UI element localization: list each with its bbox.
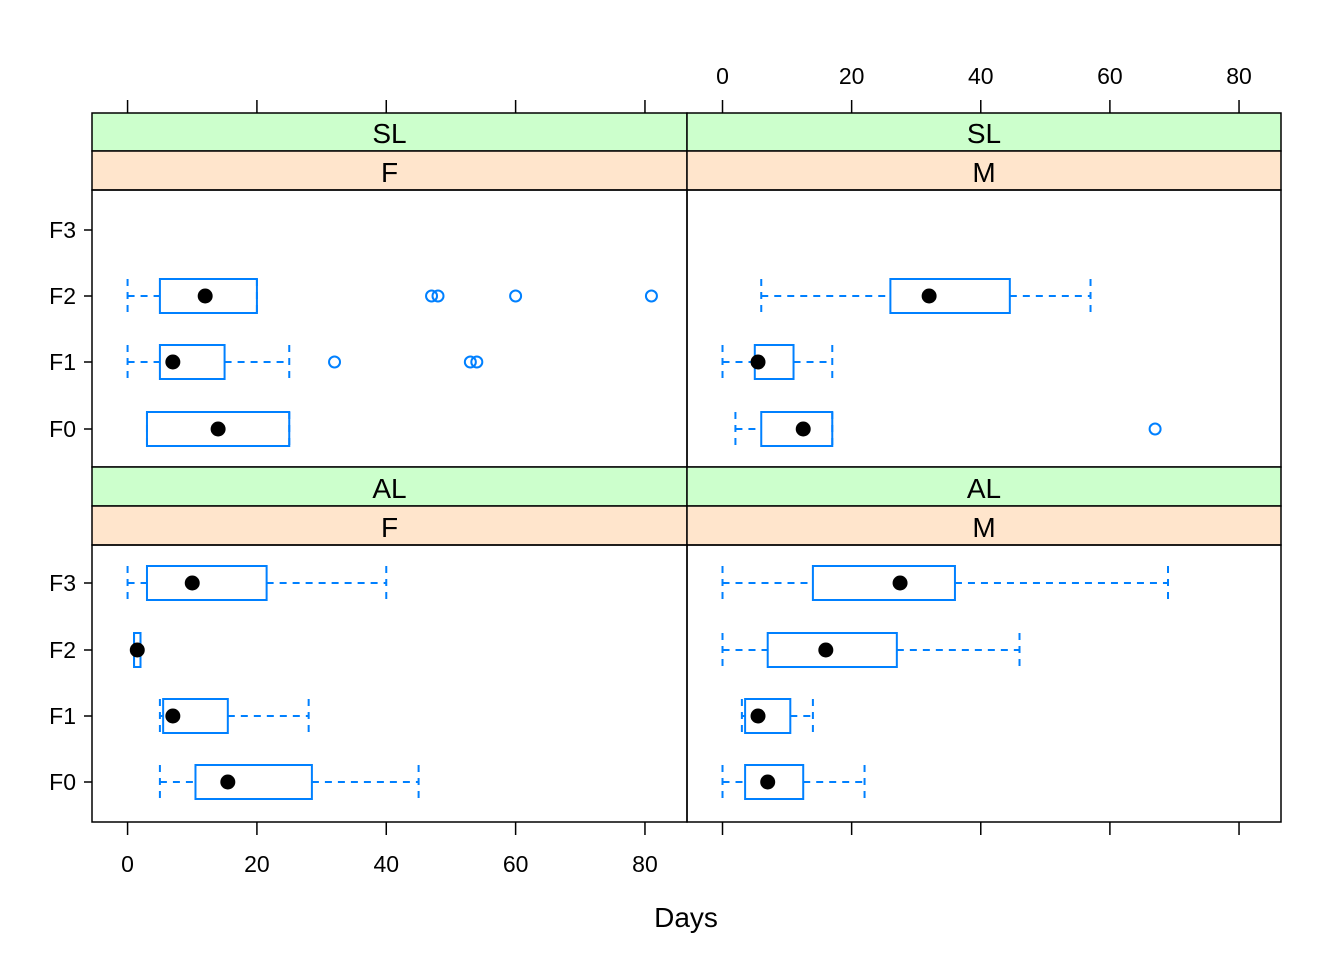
- y-tick-label: F2: [49, 283, 76, 309]
- box-F1: [126, 344, 484, 380]
- median-dot: [760, 774, 776, 790]
- y-tick-label: F1: [49, 349, 76, 375]
- x-tick-label-bottom: 0: [121, 851, 134, 877]
- median-dot: [210, 421, 226, 437]
- iqr-box: [145, 565, 268, 601]
- median-dot: [129, 642, 145, 658]
- median-dot: [220, 774, 236, 790]
- strip-inner-label: F: [381, 157, 398, 188]
- strip-outer-bg: [686, 466, 1282, 507]
- y-tick-label: F0: [49, 416, 76, 442]
- y-tick-label: F0: [49, 769, 76, 795]
- x-axis-title: Days: [654, 902, 718, 933]
- y-tick-label: F2: [49, 637, 76, 663]
- x-tick-label-top: 40: [968, 63, 994, 89]
- box-F1: [740, 698, 814, 734]
- iqr-box: [766, 632, 898, 668]
- panel-AL-M: AL M: [686, 466, 1282, 823]
- box-F0: [145, 411, 291, 447]
- outlier-point: [470, 355, 484, 369]
- panel-frame: [686, 189, 1282, 468]
- strip-outer-label: AL: [372, 473, 406, 504]
- iqr-box: [811, 565, 956, 601]
- strip-outer-label: AL: [967, 473, 1001, 504]
- box-F1: [721, 344, 834, 380]
- median-dot: [197, 288, 213, 304]
- box-F2: [126, 278, 658, 314]
- strip-inner-bg: [686, 150, 1282, 191]
- iqr-box: [744, 698, 792, 734]
- strip-inner-bg: [91, 150, 688, 191]
- box-F3: [126, 565, 388, 601]
- box-F2: [760, 278, 1092, 314]
- median-dot: [750, 354, 766, 370]
- iqr-box: [744, 764, 805, 800]
- iqr-box: [760, 411, 834, 447]
- box-F0: [158, 764, 420, 800]
- iqr-box: [889, 278, 1011, 314]
- panel-SL-F: SL F: [91, 112, 688, 468]
- box-F1: [158, 698, 310, 734]
- panel-frame: [686, 544, 1282, 823]
- box-F0: [721, 764, 866, 800]
- outlier-point: [328, 355, 342, 369]
- median-dot: [750, 708, 766, 724]
- strip-outer-label: SL: [967, 118, 1001, 149]
- median-dot: [165, 354, 181, 370]
- outlier-point: [425, 289, 439, 303]
- strip-inner-label: M: [972, 157, 995, 188]
- median-dot: [795, 421, 811, 437]
- outlier-point: [644, 289, 658, 303]
- x-tick-label-bottom: 40: [373, 851, 399, 877]
- iqr-box: [162, 698, 229, 734]
- strip-outer-bg: [91, 112, 688, 152]
- y-tick-label: F1: [49, 703, 76, 729]
- box-F0: [734, 411, 1162, 447]
- x-tick-label-bottom: 20: [244, 851, 270, 877]
- y-tick-label: F3: [49, 217, 76, 243]
- strip-outer-bg: [686, 112, 1282, 152]
- iqr-box: [158, 344, 226, 380]
- panel-SL-M: SL M: [686, 112, 1282, 468]
- box-F3: [721, 565, 1170, 601]
- strip-outer-label: SL: [372, 118, 406, 149]
- x-tick-label-top: 60: [1097, 63, 1123, 89]
- x-tick-label-bottom: 60: [503, 851, 529, 877]
- median-dot: [184, 575, 200, 591]
- median-dot: [892, 575, 908, 591]
- iqr-box: [145, 411, 291, 447]
- iqr-box: [194, 764, 313, 800]
- median-dot: [165, 708, 181, 724]
- median-dot: [921, 288, 937, 304]
- y-tick-label: F3: [49, 570, 76, 596]
- panel-AL-F: AL F: [91, 466, 688, 823]
- x-tick-label-bottom: 80: [632, 851, 658, 877]
- strip-inner-label: M: [972, 512, 995, 543]
- box-F2: [721, 632, 1021, 668]
- strip-outer-bg: [91, 466, 688, 507]
- panel-frame: [91, 189, 688, 468]
- outlier-point: [431, 289, 445, 303]
- x-tick-label-top: 20: [839, 63, 865, 89]
- iqr-box: [158, 278, 258, 314]
- x-tick-label-top: 0: [716, 63, 729, 89]
- strip-inner-bg: [686, 505, 1282, 546]
- strip-inner-label: F: [381, 512, 398, 543]
- x-tick-label-top: 80: [1226, 63, 1252, 89]
- box-F2: [129, 632, 145, 668]
- outlier-point: [1148, 422, 1162, 436]
- panel-frame: [91, 544, 688, 823]
- outlier-point: [509, 289, 523, 303]
- outlier-point: [463, 355, 477, 369]
- median-dot: [818, 642, 834, 658]
